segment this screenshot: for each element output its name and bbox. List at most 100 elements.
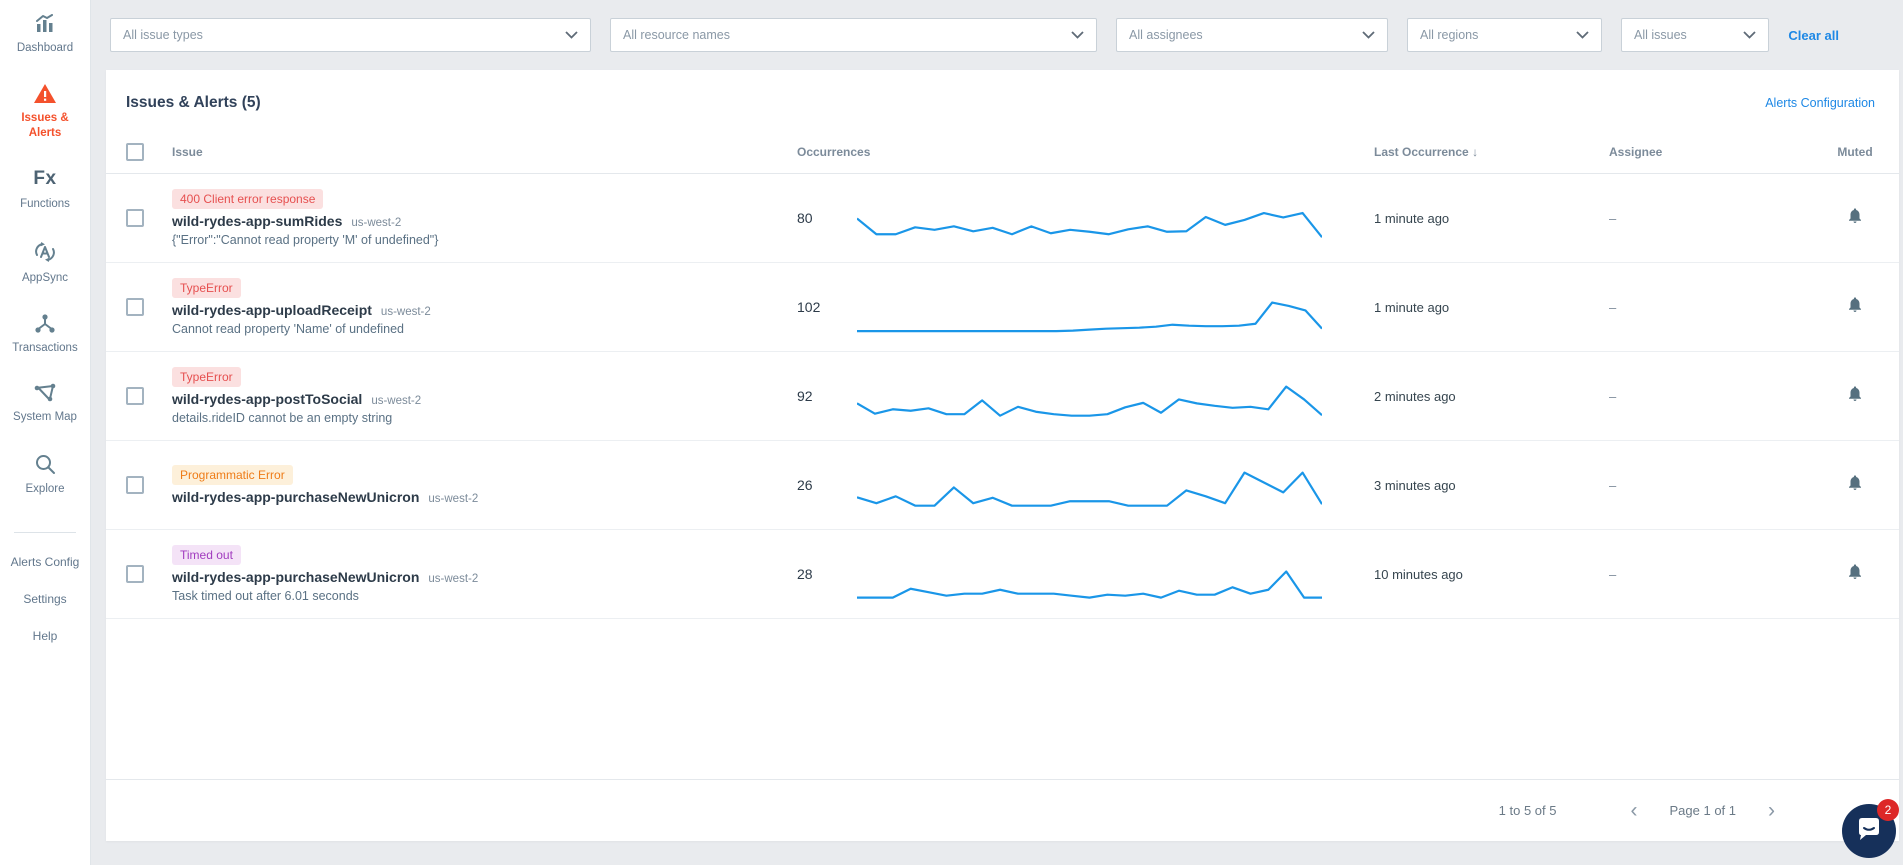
column-header-assignee[interactable]: Assignee [1609, 144, 1663, 159]
table-row[interactable]: TypeError wild-rydes-app-uploadReceipt u… [106, 263, 1899, 352]
bar-chart-icon [34, 14, 56, 34]
sidebar-item-label: AppSync [21, 271, 69, 284]
issue-types-dropdown[interactable]: All issue types [110, 18, 591, 52]
sidebar-item-label: Functions [20, 198, 70, 211]
assignee-value: – [1609, 566, 1617, 582]
assignee-value: – [1609, 388, 1617, 404]
sidebar-link-settings[interactable]: Settings [23, 592, 67, 606]
occurrences-count: 92 [797, 388, 813, 404]
previous-page-icon[interactable]: ‹ [1630, 799, 1638, 822]
chevron-down-icon [565, 31, 578, 39]
sort-descending-icon: ↓ [1472, 144, 1479, 159]
last-occurrence: 10 minutes ago [1374, 566, 1463, 582]
assignee-value: – [1609, 210, 1617, 226]
last-occurrence: 2 minutes ago [1374, 388, 1456, 404]
issue-region: us-west-2 [428, 493, 479, 505]
sidebar-item-dashboard[interactable]: Dashboard [5, 14, 85, 55]
next-page-icon[interactable]: › [1768, 799, 1775, 822]
dropdown-placeholder: All regions [1420, 28, 1479, 42]
occurrences-sparkline [857, 189, 1374, 247]
sidebar-item-label: Dashboard [16, 42, 74, 54]
sidebar-item-system-map[interactable]: System Map [5, 383, 85, 424]
row-checkbox[interactable] [126, 476, 144, 494]
issue-detail: details.rideID cannot be an empty string [172, 411, 393, 425]
warning-triangle-icon [33, 83, 57, 104]
sidebar-item-functions[interactable]: Fx Functions [5, 168, 85, 211]
chat-launcher-button[interactable]: 2 [1842, 799, 1899, 858]
chat-unread-badge: 2 [1877, 799, 1899, 821]
issues-dropdown[interactable]: All issues [1621, 18, 1769, 52]
table-row[interactable]: TypeError wild-rydes-app-postToSocial us… [106, 352, 1899, 441]
sidebar-link-help[interactable]: Help [32, 629, 58, 643]
table-row[interactable]: 400 Client error response wild-rydes-app… [106, 174, 1899, 263]
sidebar-link-alerts-config[interactable]: Alerts Config [10, 555, 80, 569]
pagination-range: 1 to 5 of 5 [1498, 803, 1557, 818]
sidebar-item-transactions[interactable]: Transactions [5, 313, 85, 355]
issue-type-badge: Timed out [172, 545, 241, 565]
sidebar-item-label: System Map [13, 411, 77, 424]
issue-name[interactable]: wild-rydes-app-sumRides [172, 213, 343, 229]
occurrences-count: 28 [797, 566, 813, 582]
filter-bar: All issue types All resource names All a… [92, 0, 1903, 70]
occurrences-count: 80 [797, 210, 813, 226]
column-header-occurrences[interactable]: Occurrences [797, 144, 871, 159]
mute-bell-icon[interactable] [1846, 384, 1864, 408]
page-title: Issues & Alerts (5) [126, 94, 261, 111]
column-header-muted[interactable]: Muted [1837, 144, 1873, 159]
issue-type-badge: 400 Client error response [172, 189, 324, 209]
system-map-icon [33, 383, 57, 403]
table-row[interactable]: Programmatic Error wild-rydes-app-purcha… [106, 441, 1899, 530]
table-footer: 1 to 5 of 5 ‹ Page 1 of 1 › [106, 779, 1899, 841]
occurrences-count: 26 [797, 477, 813, 493]
issue-name[interactable]: wild-rydes-app-purchaseNewUnicron [172, 569, 420, 585]
select-all-checkbox[interactable] [126, 142, 144, 161]
sidebar-item-label: Transactions [12, 341, 78, 354]
alerts-configuration-link[interactable]: Alerts Configuration [1765, 96, 1875, 110]
table-row[interactable]: Timed out wild-rydes-app-purchaseNewUnic… [106, 530, 1899, 619]
mute-bell-icon[interactable] [1846, 206, 1864, 230]
last-occurrence: 1 minute ago [1374, 210, 1450, 226]
occurrences-sparkline [857, 545, 1374, 603]
issues-panel: Issues & Alerts (5) Alerts Configuration… [106, 70, 1899, 841]
chevron-down-icon [1362, 31, 1375, 39]
sidebar-item-issues-alerts[interactable]: Issues & Alerts [5, 83, 85, 140]
row-checkbox[interactable] [126, 387, 144, 405]
row-checkbox[interactable] [126, 565, 144, 583]
mute-bell-icon[interactable] [1846, 473, 1864, 497]
issue-region: us-west-2 [371, 395, 422, 407]
sidebar-item-explore[interactable]: Explore [5, 453, 85, 496]
chat-bubble-icon [1856, 816, 1882, 847]
dropdown-placeholder: All issues [1634, 28, 1687, 42]
row-checkbox[interactable] [126, 209, 144, 227]
issue-detail: {"Error":"Cannot read property 'M' of un… [172, 233, 439, 247]
issue-detail: Cannot read property 'Name' of undefined [172, 322, 405, 336]
search-icon [34, 453, 56, 475]
issue-type-badge: TypeError [172, 278, 241, 298]
last-occurrence: 1 minute ago [1374, 299, 1450, 315]
clear-all-button[interactable]: Clear all [1788, 27, 1839, 43]
mute-bell-icon[interactable] [1846, 562, 1864, 586]
mute-bell-icon[interactable] [1846, 295, 1864, 319]
assignee-value: – [1609, 477, 1617, 493]
occurrences-sparkline [857, 367, 1374, 425]
issue-name[interactable]: wild-rydes-app-purchaseNewUnicron [172, 489, 420, 505]
fx-icon: Fx [33, 168, 57, 190]
column-header-issue[interactable]: Issue [172, 144, 203, 159]
issue-name[interactable]: wild-rydes-app-uploadReceipt [172, 302, 372, 318]
row-checkbox[interactable] [126, 298, 144, 316]
panel-header: Issues & Alerts (5) Alerts Configuration [106, 70, 1899, 130]
assignees-dropdown[interactable]: All assignees [1116, 18, 1388, 52]
issue-detail: Task timed out after 6.01 seconds [172, 589, 359, 603]
sidebar-item-appsync[interactable]: AppSync [5, 240, 85, 285]
sidebar-divider [14, 532, 76, 533]
column-header-last-occurrence[interactable]: Last Occurrence ↓ [1374, 144, 1479, 159]
pagination-page: Page 1 of 1 [1669, 803, 1737, 818]
resource-names-dropdown[interactable]: All resource names [610, 18, 1097, 52]
sidebar-item-label: Issues & Alerts [21, 112, 69, 139]
issue-name[interactable]: wild-rydes-app-postToSocial [172, 391, 363, 407]
issue-type-badge: Programmatic Error [172, 465, 293, 485]
appsync-icon [32, 240, 58, 264]
regions-dropdown[interactable]: All regions [1407, 18, 1602, 52]
assignee-value: – [1609, 299, 1617, 315]
issue-region: us-west-2 [428, 573, 479, 585]
